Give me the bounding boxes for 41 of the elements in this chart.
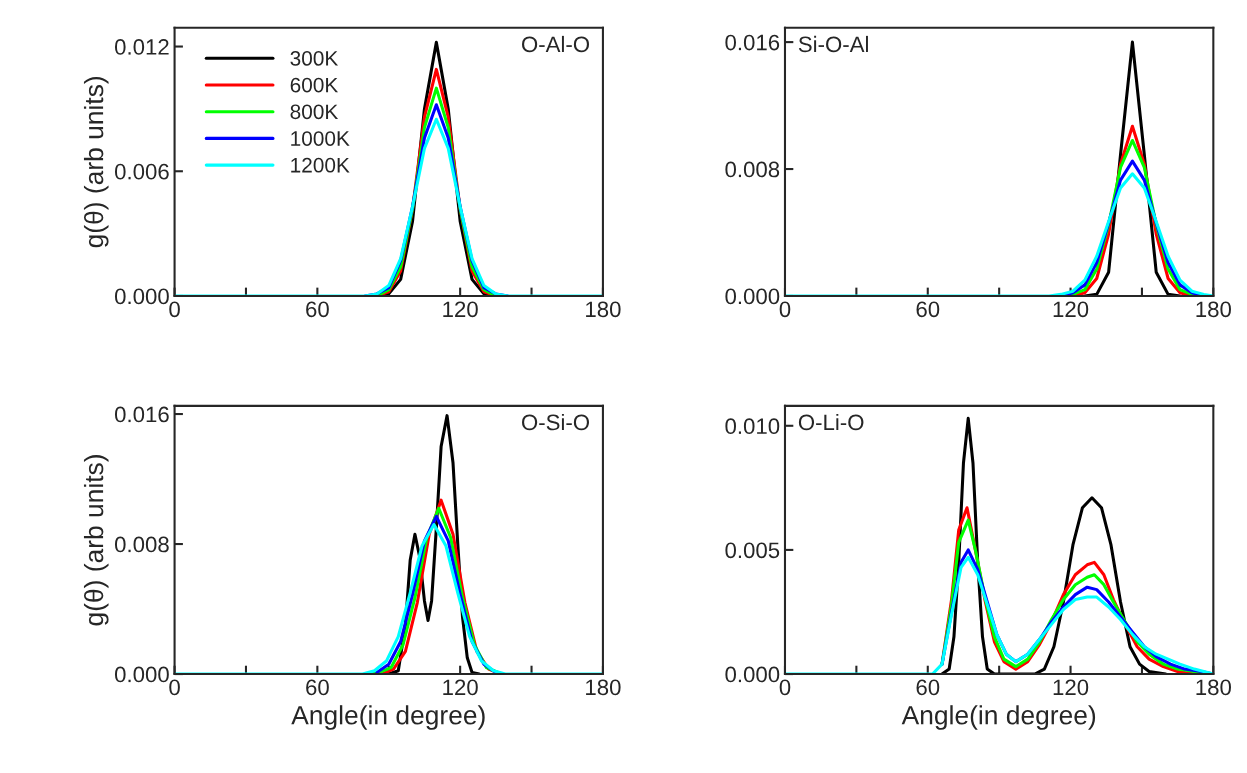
x-tick-label: 180	[1196, 679, 1231, 696]
y-tick-label: 0.012	[114, 39, 169, 55]
x-axis-title: Angle(in degree)	[901, 705, 1096, 730]
x-tick-label: 120	[1053, 301, 1089, 318]
x-tick-label: 120	[443, 301, 478, 318]
legend-label: 800K	[290, 104, 339, 120]
x-tick-label: 120	[1053, 679, 1089, 696]
y-tick-label: 0.005	[725, 542, 780, 559]
x-tick-label: 0	[779, 679, 791, 696]
annotation: Si-O-Al	[798, 35, 868, 53]
legend-label: 300K	[290, 51, 339, 66]
x-tick-label: 180	[586, 679, 621, 696]
y-tick-label: 0.006	[114, 163, 169, 180]
y-tick-label: 0.000	[725, 288, 780, 305]
annotation: O-Li-O	[798, 413, 864, 431]
y-tick-label: 0.008	[725, 161, 780, 178]
x-axis-title: Angle(in degree)	[291, 705, 485, 730]
x-tick-label: 180	[586, 301, 621, 318]
x-tick-label: 0	[169, 679, 180, 696]
x-tick-label: 120	[443, 679, 478, 696]
x-tick-label: 180	[1196, 301, 1231, 318]
y-tick-label: 0.008	[114, 536, 169, 553]
annotation: O-Al-O	[522, 35, 590, 53]
legend-label: 1000K	[291, 131, 350, 146]
x-tick-label: 60	[306, 679, 329, 696]
y-tick-label: 0.010	[725, 418, 780, 435]
y-tick-label: 0.000	[114, 288, 169, 305]
y-axis-title: g(θ) (arb units)	[83, 455, 109, 626]
x-tick-label: 0	[169, 301, 180, 318]
legend-label: 1200K	[291, 157, 350, 173]
y-tick-label: 0.000	[114, 666, 169, 683]
x-tick-label: 0	[779, 301, 791, 318]
y-tick-label: 0.000	[725, 666, 780, 683]
x-tick-label: 60	[916, 301, 940, 318]
annotation: O-Si-O	[522, 413, 590, 431]
legend-label: 600K	[290, 77, 339, 93]
y-axis-title: g(θ) (arb units)	[83, 77, 109, 248]
x-tick-label: 60	[306, 301, 329, 318]
y-tick-label: 0.016	[114, 406, 169, 423]
y-tick-label: 0.016	[725, 34, 780, 51]
x-tick-label: 60	[916, 679, 940, 696]
